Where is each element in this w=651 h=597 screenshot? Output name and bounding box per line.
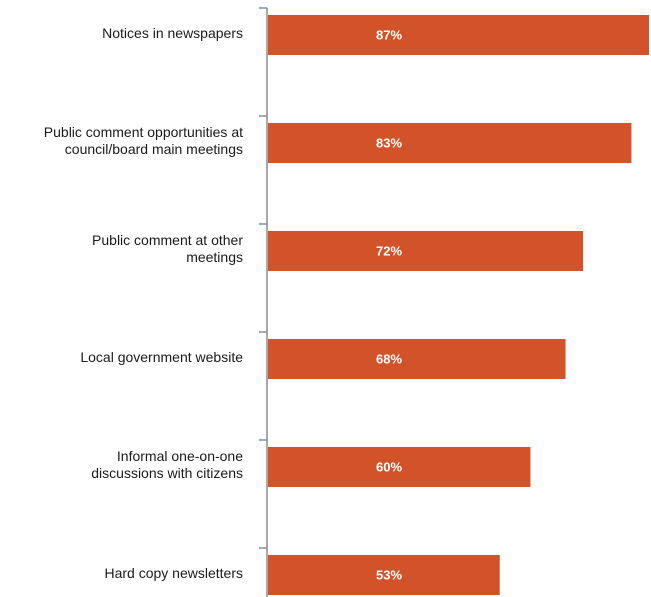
category-label-line: council/board main meetings: [64, 141, 243, 157]
bar-value-label: 83%: [376, 136, 402, 151]
category-label-line: Public comment opportunities at: [43, 124, 243, 140]
category-label: Public comment at other meetings: [0, 232, 243, 266]
category-label: Public comment opportunities at council/b…: [0, 124, 243, 158]
category-label: Notices in newspapers: [0, 25, 243, 42]
category-label-line: Local government website: [80, 348, 243, 365]
bars: 87% 83% 72% 68% 60% 53%: [268, 15, 649, 595]
category-axis: [259, 7, 268, 597]
bar: [268, 231, 584, 271]
category-label-line: discussions with citizens: [91, 465, 243, 481]
category-label: Hard copy newsletters: [0, 565, 243, 582]
bar: [268, 555, 500, 595]
bar-value-label: 68%: [376, 352, 402, 367]
bar: [268, 15, 649, 55]
bar: [268, 123, 632, 163]
category-label: Informal one-on-one discussions with citi…: [0, 448, 243, 482]
category-label-line: Informal one-on-one: [116, 448, 243, 464]
bar: [268, 447, 531, 487]
bar-value-label: 87%: [376, 28, 402, 43]
bar: [268, 339, 566, 379]
category-label-line: Hard copy newsletters: [104, 564, 243, 581]
category-label-line: Public comment at other: [92, 232, 243, 248]
bar-value-label: 53%: [376, 568, 402, 583]
category-label-line: Notices in newspapers: [102, 24, 243, 41]
category-label: Local government website: [0, 349, 243, 366]
bar-value-label: 60%: [376, 460, 402, 475]
category-label-line: meetings: [186, 249, 243, 265]
bar-value-label: 72%: [376, 244, 402, 259]
